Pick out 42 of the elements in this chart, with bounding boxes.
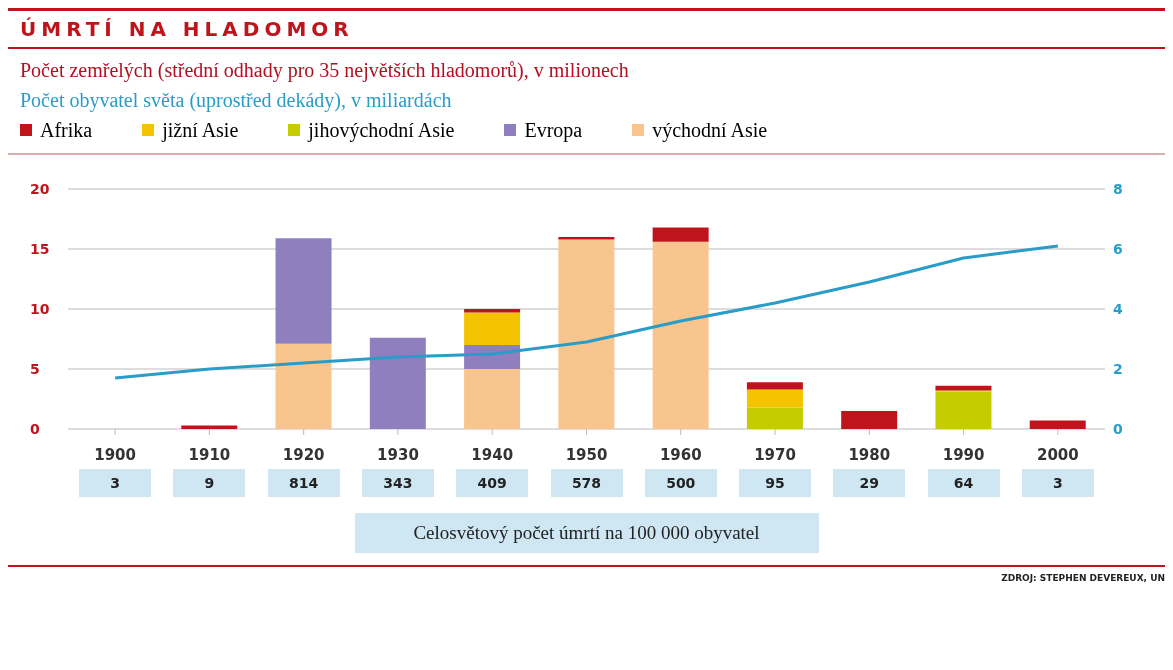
y-tick-label: 15	[30, 240, 50, 257]
x-tick-label: 1910	[188, 445, 231, 464]
legend-label: jižní Asie	[160, 118, 239, 144]
y2-tick-label: 8	[1113, 180, 1123, 197]
legend-label: jihovýchodní Asie	[306, 118, 455, 144]
y2-tick-label: 2	[1113, 360, 1123, 377]
text: 9	[173, 469, 246, 497]
y-tick-label: 20	[30, 180, 50, 197]
legend-label: východní Asie	[651, 118, 768, 144]
x-tick-label: 1930	[377, 445, 419, 464]
x-tick-label: 2000	[1036, 445, 1079, 464]
text: 3	[79, 469, 152, 497]
text: 409	[456, 469, 529, 497]
legend-label: Afrika	[39, 118, 93, 143]
text: 29	[833, 469, 906, 497]
x-tick-label: 1950	[565, 445, 608, 464]
y-tick-label: 10	[30, 300, 50, 317]
text: 64	[927, 469, 1000, 497]
x-tick-label: 1990	[942, 445, 985, 464]
chart-title: ÚMRTÍ NA HLADOMOR	[20, 17, 355, 41]
y-axis-title: Počet zemřelých (střední odhady pro 35 největších hladomorů), v milionech	[20, 58, 630, 84]
text: 3	[1021, 469, 1094, 497]
text: Počet obyvatel světa (uprostřed dekády), v miliardách	[20, 88, 453, 114]
x-tick-label: 1970	[754, 445, 796, 464]
text: 578	[550, 469, 623, 497]
y2-tick-label: 6	[1113, 240, 1123, 257]
text: 500	[644, 469, 717, 497]
y-tick-label: 5	[30, 360, 40, 377]
text: 95	[739, 469, 812, 497]
y2-tick-label: 4	[1113, 300, 1123, 317]
x-tick-label: 1900	[94, 445, 137, 464]
text: Celosvětový počet úmrtí na 100 000 obyvatel	[354, 513, 819, 553]
text: ZDROJ: STEPHEN DEVEREUX, UN	[1001, 573, 1165, 583]
x-tick-label: 1960	[659, 445, 702, 464]
text: 814	[267, 469, 340, 497]
x-tick-label: 1940	[471, 445, 514, 464]
text: 343	[361, 469, 434, 497]
x-tick-label: 1920	[282, 445, 325, 464]
y-tick-label: 0	[30, 420, 40, 437]
y2-tick-label: 0	[1113, 420, 1123, 437]
legend-label: Evropa	[523, 118, 583, 144]
x-tick-label: 1980	[848, 445, 891, 464]
